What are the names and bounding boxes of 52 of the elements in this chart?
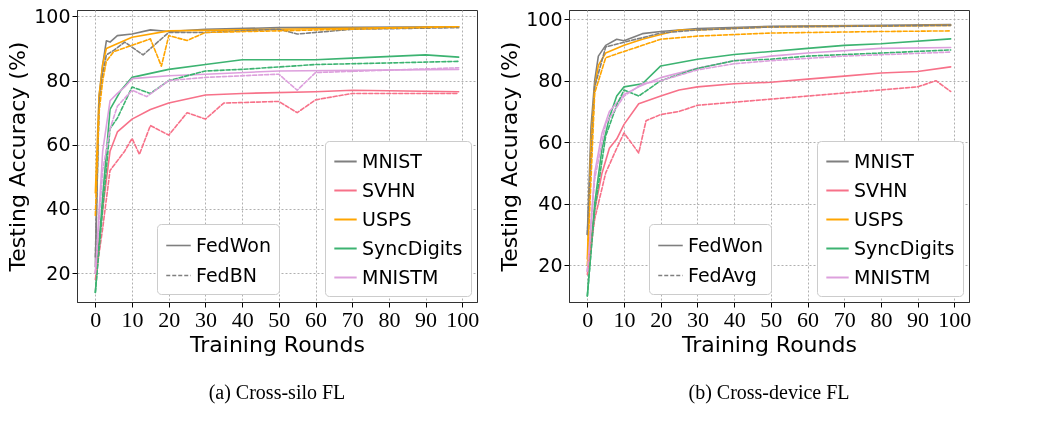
x-tick-label: 90 xyxy=(415,306,438,332)
x-tick-label: 50 xyxy=(268,306,291,332)
y-axis-title: Testing Accuracy (%) xyxy=(5,41,31,273)
x-tick-label: 50 xyxy=(760,306,783,332)
x-axis-title: Training Rounds xyxy=(189,331,365,357)
x-tick-label: 70 xyxy=(833,306,856,332)
y-tick-label: 80 xyxy=(538,69,563,92)
y-tick-label: 100 xyxy=(526,7,563,30)
y-tick-label: 80 xyxy=(46,69,71,92)
y-tick-label: 20 xyxy=(538,253,563,276)
y-tick-label: 20 xyxy=(46,261,71,284)
x-tick-label: 60 xyxy=(797,306,820,332)
x-tick-label: 20 xyxy=(650,306,673,332)
x-tick-label: 10 xyxy=(121,306,144,332)
x-tick-label: 20 xyxy=(158,306,181,332)
legend-label: SVHN xyxy=(362,178,416,201)
annotation: FedBN xyxy=(196,263,257,286)
annotation: FedWon xyxy=(688,233,763,256)
y-tick-label: 100 xyxy=(34,4,71,27)
legend-label: USPS xyxy=(362,207,412,230)
annotation: FedWon xyxy=(196,233,271,256)
x-tick-label: 80 xyxy=(870,306,893,332)
annotation: FedAvg xyxy=(688,263,757,286)
text: (b) Cross-device FL xyxy=(688,381,850,404)
x-tick-label: 90 xyxy=(907,306,930,332)
legend-label: MNISTM xyxy=(362,265,439,288)
x-tick-label: 60 xyxy=(305,306,328,332)
legend-label: SyncDigits xyxy=(362,236,463,259)
legend-label: MNISTM xyxy=(854,265,931,288)
x-tick-label: 0 xyxy=(90,306,102,332)
x-tick-label: 70 xyxy=(341,306,364,332)
x-tick-label: 30 xyxy=(686,306,709,332)
text: (a) Cross-silo FL xyxy=(208,381,346,404)
x-tick-label: 0 xyxy=(582,306,594,332)
legend-label: SyncDigits xyxy=(854,236,955,259)
y-tick-label: 60 xyxy=(538,130,563,153)
legend-label: SVHN xyxy=(854,178,908,201)
x-tick-label: 40 xyxy=(723,306,746,332)
y-tick-label: 40 xyxy=(538,192,563,215)
y-tick-label: 40 xyxy=(46,197,71,220)
x-tick-label: 30 xyxy=(194,306,217,332)
legend-label: MNIST xyxy=(854,149,915,172)
x-tick-label: 100 xyxy=(446,306,480,332)
legend-label: USPS xyxy=(854,207,904,230)
x-tick-label: 80 xyxy=(378,306,401,332)
legend-label: MNIST xyxy=(362,149,423,172)
x-axis-title: Training Rounds xyxy=(681,331,857,357)
y-tick-label: 60 xyxy=(46,133,71,156)
x-tick-label: 10 xyxy=(613,306,636,332)
x-tick-label: 40 xyxy=(231,306,254,332)
x-tick-label: 100 xyxy=(938,306,972,332)
y-axis-title: Testing Accuracy (%) xyxy=(497,41,523,273)
